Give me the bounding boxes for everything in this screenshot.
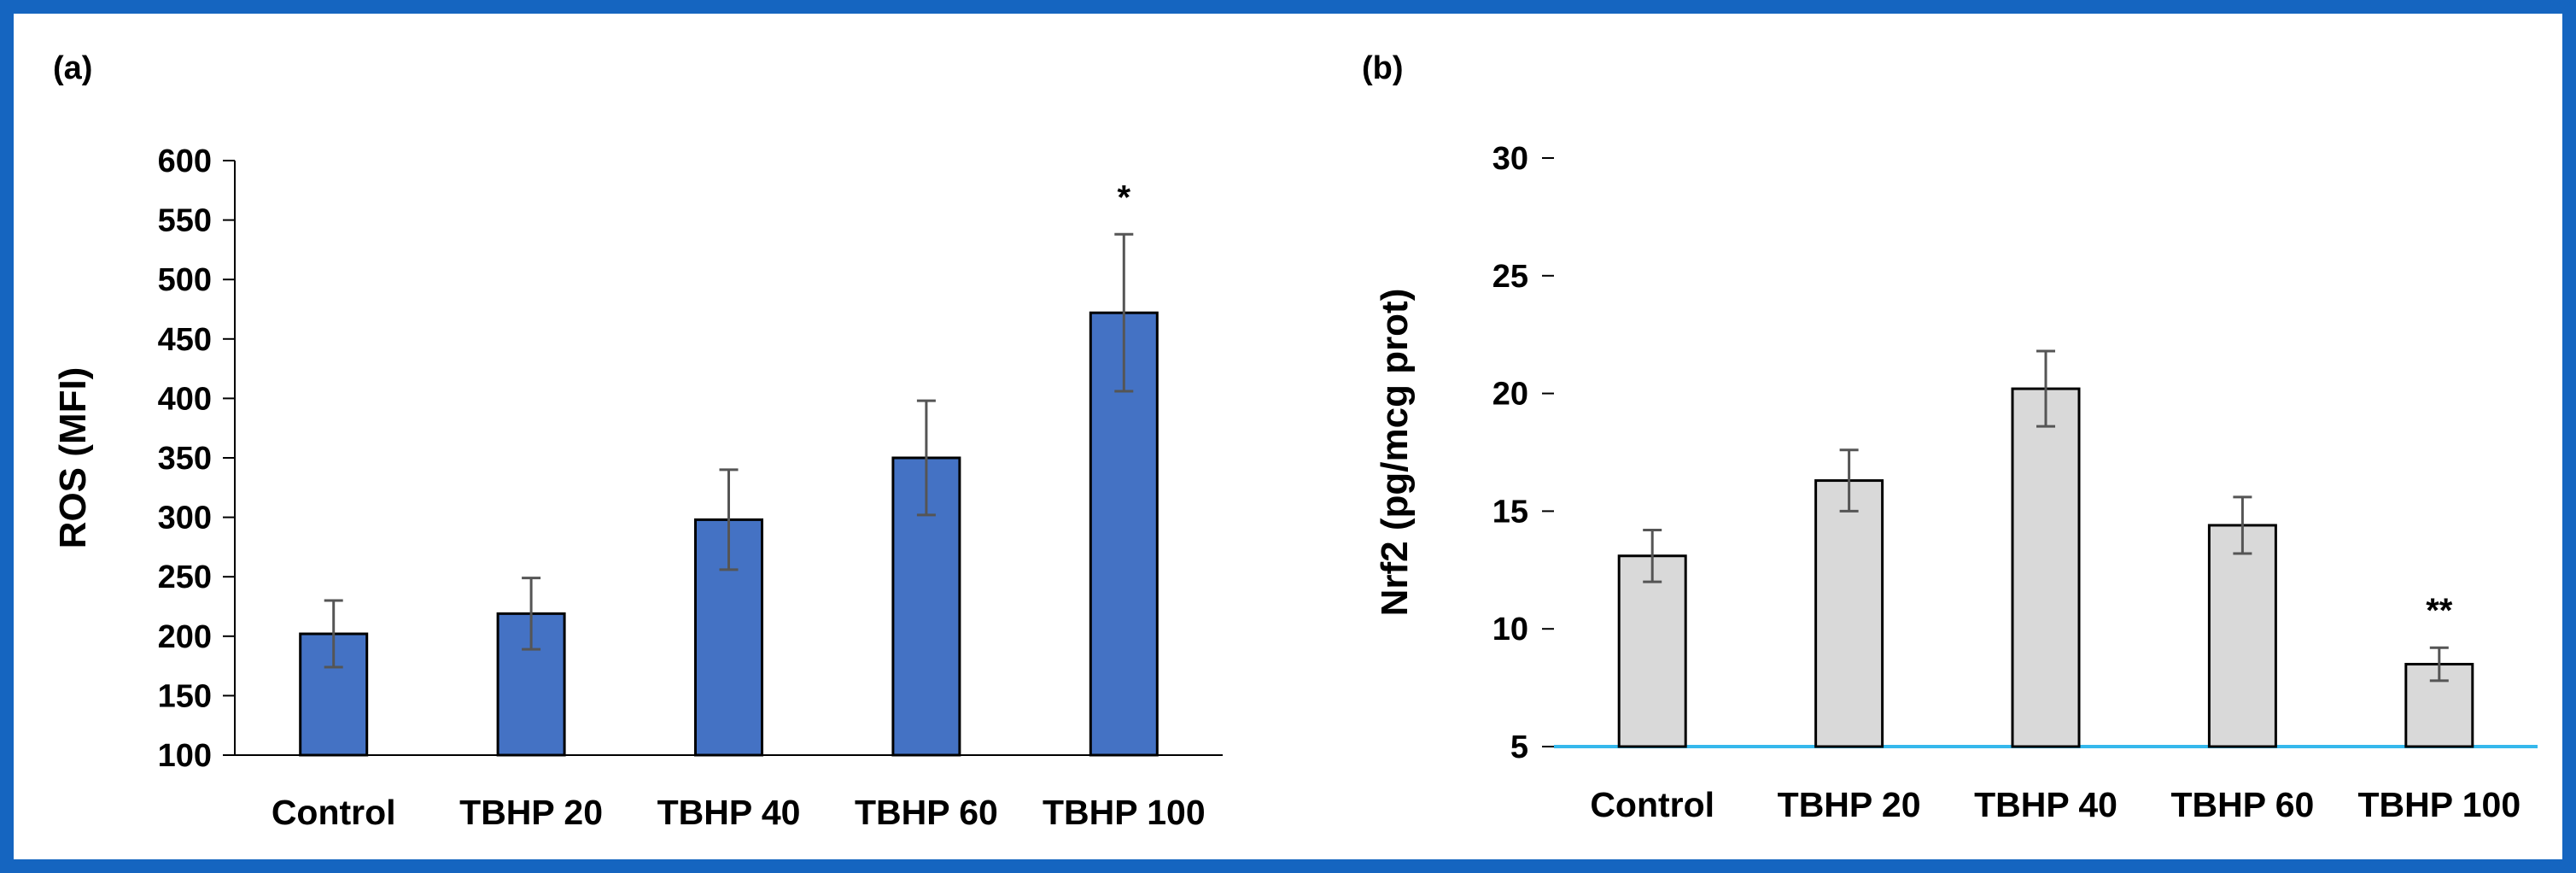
panel-a-y-tick-label: 150	[158, 678, 212, 714]
panel-b-bar	[2207, 524, 2277, 748]
panel-a-significance-label: *	[1118, 179, 1131, 216]
panel-a-y-tick-label: 400	[158, 381, 212, 417]
panel-a-y-tick-label: 550	[158, 203, 212, 239]
panel-b-y-tick-label: 15	[1492, 494, 1528, 530]
panel-b-y-tick-label: 10	[1492, 612, 1528, 647]
panel-a-category-label: TBHP 40	[657, 793, 801, 832]
panel-b-category-label: Control	[1590, 785, 1714, 824]
panel-b-label: (b)	[1362, 50, 1404, 86]
panel-b-bar	[1814, 479, 1884, 748]
panel-a-category-label: TBHP 60	[855, 793, 998, 832]
panel-a-label: (a)	[53, 50, 92, 86]
panel-a-y-tick-label: 250	[158, 560, 212, 595]
panel-a-bar	[299, 632, 369, 757]
panel-a-y-tick-label: 300	[158, 501, 212, 536]
panel-b-category-label: TBHP 40	[1974, 785, 2117, 824]
panel-a-category-label: TBHP 100	[1043, 793, 1206, 832]
panel-b-y-tick-label: 30	[1492, 141, 1528, 177]
chart-panel-a: (a) 100 150 200 250 300 350 400 450 500 550 600 Cont…	[52, 50, 1223, 832]
panel-a-y-tick-label: 350	[158, 441, 212, 477]
panel-b-y-axis-title: Nrf2 (pg/mcg prot)	[1374, 289, 1416, 617]
panel-b-y-tick-label: 5	[1510, 729, 1528, 765]
chart-panel-b: (b) 5 10 15 20 25 30 Control TBHP 20 TBHP 40 TBHP …	[1362, 50, 2538, 824]
panel-a-y-tick-label: 200	[158, 619, 212, 655]
panel-a-y-tick-label: 600	[158, 144, 212, 179]
panel-a-y-axis-title: ROS (MFI)	[52, 367, 94, 549]
panel-a-category-label: TBHP 20	[459, 793, 603, 832]
panel-a-y-tick-label: 450	[158, 322, 212, 358]
panel-b-category-label: TBHP 60	[2170, 785, 2314, 824]
panel-b-bar	[1617, 554, 1687, 748]
panel-b-significance-label: **	[2426, 592, 2453, 630]
panel-b-category-label: TBHP 100	[2357, 785, 2521, 824]
panel-a-y-tick-label: 100	[158, 738, 212, 774]
panel-a-y-tick-label: 500	[158, 262, 212, 298]
panel-b-category-label: TBHP 20	[1778, 785, 1921, 824]
panel-b-y-tick-label: 20	[1492, 377, 1528, 413]
panel-a-category-label: Control	[272, 793, 396, 832]
panel-b-y-tick-label: 25	[1492, 259, 1528, 295]
panel-b-bar	[2011, 387, 2081, 748]
